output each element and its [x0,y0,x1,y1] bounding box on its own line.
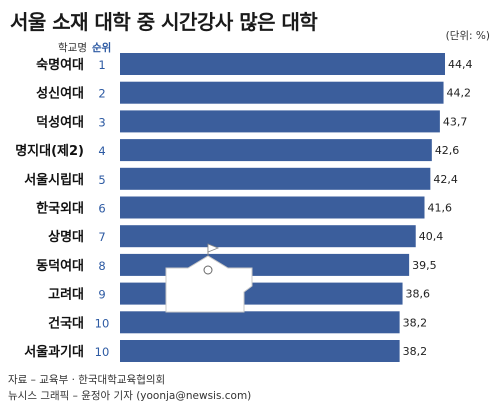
value-label: 44,4 [448,58,473,71]
category-label: 상명대 [48,229,84,245]
category-label: 덕성여대 [36,114,84,130]
value-label: 38,2 [403,345,428,358]
rank-label: 3 [98,115,105,129]
rank-label: 9 [98,288,105,302]
rank-label: 2 [98,87,105,101]
category-label: 성신여대 [36,86,84,102]
bar [120,253,410,276]
bars-layer: 숙명여대 1 44,4 성신여대 2 44,2 덕성여대 3 43,7 명지대(제2) 4 42,6 서… [15,53,473,362]
value-label: 39,5 [412,259,437,272]
value-label: 43,7 [443,115,468,128]
rank-label: 6 [98,202,105,216]
rank-label: 1 [98,58,105,72]
bar [120,225,416,248]
rank-label: 7 [98,230,105,244]
bar [120,311,400,334]
bar [120,53,445,75]
category-label: 한국외대 [36,201,84,217]
unit-label: (단위: %) [445,30,490,42]
bar [120,196,425,219]
source-note: 자료 – 교육부 · 한국대학교육협의회 [8,374,166,386]
bar [120,282,403,305]
rank-label: 10 [95,345,110,359]
bar [120,139,432,162]
value-label: 42,6 [435,144,460,157]
bar [120,340,400,362]
value-label: 42,4 [433,173,458,186]
category-label: 명지대(제2) [15,143,84,159]
credit-note: 뉴시스 그래픽 – 윤정아 기자 (yoonja@newsis.com) [8,390,252,402]
rank-label: 8 [98,259,105,273]
bar [120,110,440,133]
rank-column-header: 순위 [92,42,112,54]
value-label: 38,2 [403,316,428,329]
value-label: 38,6 [406,288,431,301]
category-label: 서울시립대 [24,172,84,188]
value-label: 44,2 [447,87,472,100]
rank-label: 10 [95,316,110,330]
rank-label: 5 [98,173,105,187]
category-label: 건국대 [48,315,84,331]
category-label: 숙명여대 [36,57,84,73]
rank-label: 4 [98,144,105,158]
bar-chart: 숙명여대 1 44,4 성신여대 2 44,2 덕성여대 3 43,7 명지대(제2) 4 42,6 서… [15,53,473,362]
school-building-icon [165,243,253,313]
value-label: 41,6 [428,202,453,215]
category-label: 동덕여대 [36,258,84,274]
chart-title: 서울 소재 대학 중 시간강사 많은 대학 [10,10,318,34]
category-label: 고려대 [48,287,84,303]
bar [120,81,444,104]
bar [120,167,431,190]
value-label: 40,4 [419,230,444,243]
school-column-header: 학교명 [58,42,87,54]
category-label: 서울과기대 [24,344,84,360]
